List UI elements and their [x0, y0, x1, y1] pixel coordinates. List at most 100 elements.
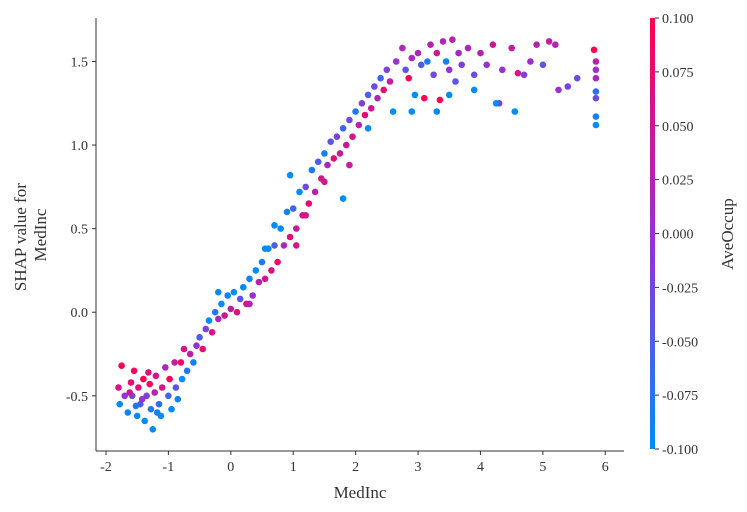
data-point: [205, 317, 213, 324]
data-point: [439, 38, 447, 45]
data-point: [592, 74, 600, 82]
data-point: [377, 74, 384, 82]
colorbar-tick-label: 0.000: [662, 228, 694, 243]
data-point: [174, 395, 182, 403]
data-point: [311, 188, 319, 196]
data-point: [433, 108, 441, 115]
data-point: [545, 38, 553, 45]
scatter-points: [115, 36, 600, 433]
data-point: [424, 58, 431, 65]
x-ticks: -2 -1 0 1 2 3 4 5 6: [100, 451, 609, 475]
colorbar-tick-label: -0.075: [662, 389, 698, 404]
data-point: [421, 94, 428, 102]
data-point: [236, 295, 244, 303]
data-point: [392, 58, 400, 65]
x-tick-label: 4: [477, 460, 484, 475]
data-point: [414, 49, 422, 57]
data-point: [383, 66, 391, 74]
data-point: [152, 372, 160, 380]
y-ticks: -0.5 0.0 0.5 1.0 1.5: [66, 55, 96, 405]
data-point: [252, 267, 260, 274]
data-point: [483, 61, 491, 69]
data-point: [339, 195, 347, 202]
data-point: [327, 138, 335, 145]
y-tick-label: 1.5: [71, 55, 89, 70]
data-point: [126, 389, 133, 396]
data-point: [508, 44, 515, 52]
data-point: [374, 94, 381, 102]
data-point: [165, 392, 172, 400]
data-point: [445, 66, 453, 74]
data-point: [533, 41, 540, 48]
data-point: [153, 409, 161, 416]
data-point: [402, 66, 409, 74]
x-tick-label: 0: [227, 460, 234, 475]
data-point: [330, 155, 338, 162]
x-tick-label: 1: [290, 460, 297, 475]
data-point: [555, 86, 562, 94]
data-point: [458, 61, 466, 69]
data-point: [289, 205, 297, 212]
data-point: [492, 100, 500, 107]
data-point: [442, 58, 450, 65]
data-point: [539, 61, 547, 69]
data-point: [352, 108, 359, 115]
data-point: [343, 141, 350, 149]
data-point: [333, 133, 341, 140]
data-point: [346, 116, 353, 124]
data-point: [302, 212, 310, 219]
data-point: [162, 364, 169, 371]
data-point: [408, 108, 416, 115]
data-point: [168, 405, 175, 413]
y-axis-label: SHAP value for MedInc: [11, 179, 50, 291]
data-point: [455, 49, 462, 57]
data-point: [166, 375, 173, 383]
data-point: [324, 161, 331, 169]
data-point: [511, 108, 519, 115]
data-point: [177, 359, 185, 366]
data-point: [552, 41, 559, 48]
data-point: [464, 44, 472, 52]
data-point: [436, 96, 444, 104]
data-point: [115, 384, 122, 391]
x-axis-label: MedInc: [334, 483, 387, 502]
data-point: [155, 400, 163, 408]
x-tick-label: -1: [163, 460, 175, 475]
data-point: [305, 200, 313, 207]
data-point: [514, 69, 522, 77]
y-tick-label: 0.5: [71, 223, 89, 238]
data-point: [127, 379, 135, 386]
data-point: [158, 384, 166, 391]
data-point: [202, 325, 210, 333]
data-point: [349, 133, 356, 140]
data-point: [592, 88, 600, 95]
y-axis-label-line1: SHAP value for: [11, 183, 30, 291]
data-point: [240, 283, 247, 291]
data-point: [592, 58, 600, 65]
colorbar-tick-label: -0.025: [662, 281, 698, 296]
data-point: [314, 158, 322, 166]
data-point: [286, 233, 294, 241]
data-point: [130, 367, 138, 375]
colorbar-tick-label: -0.050: [662, 335, 698, 350]
colorbar-tick-label: 0.050: [662, 120, 694, 135]
data-point: [149, 426, 157, 433]
data-point: [283, 208, 291, 216]
data-point: [367, 105, 375, 112]
data-point: [590, 46, 598, 54]
data-point: [477, 49, 484, 57]
data-point: [364, 91, 372, 99]
data-point: [408, 54, 416, 62]
colorbar-tick-label: 0.100: [662, 12, 694, 27]
data-point: [417, 61, 425, 69]
colorbar-tick-label: 0.025: [662, 174, 694, 189]
data-point: [470, 71, 478, 79]
data-point: [293, 225, 300, 232]
x-tick-label: 6: [602, 460, 609, 475]
data-point: [218, 300, 225, 308]
data-point: [380, 86, 388, 94]
data-point: [178, 375, 186, 383]
data-point: [141, 417, 148, 425]
data-point: [249, 292, 256, 299]
data-point: [433, 49, 441, 57]
